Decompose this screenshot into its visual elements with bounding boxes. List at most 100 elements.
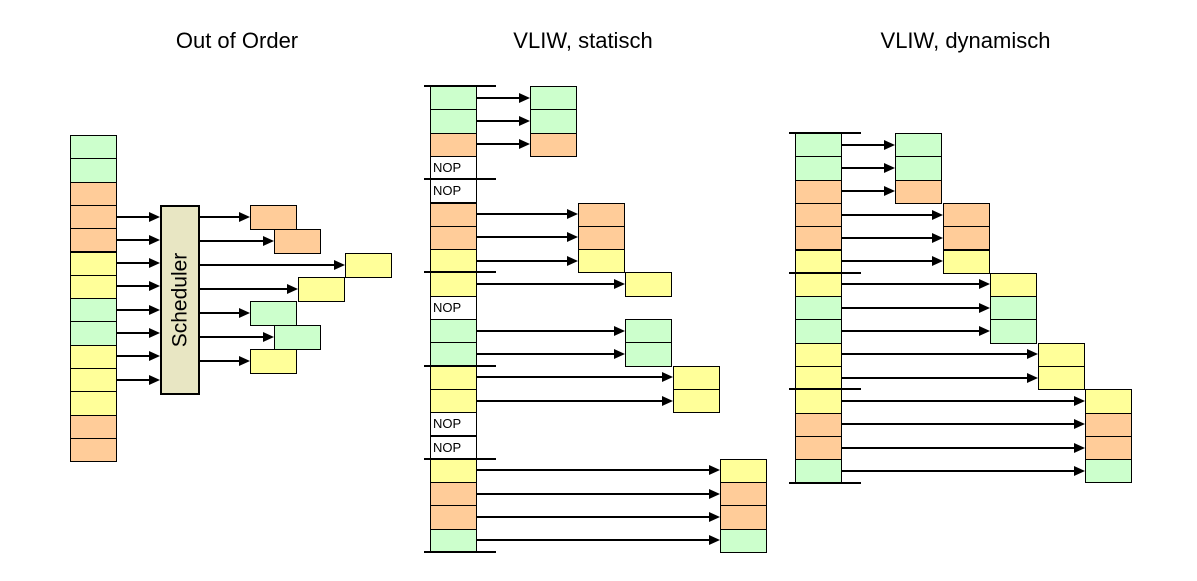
instruction-green-box xyxy=(70,135,117,160)
dispatch-arrow-head xyxy=(149,258,160,269)
issue-arrow xyxy=(842,260,933,263)
bundle-separator-line xyxy=(424,271,496,274)
executed-yellow-box xyxy=(1037,366,1085,391)
issue-arrow-head xyxy=(1026,372,1038,383)
instruction-yellow-box xyxy=(430,249,477,274)
issue-arrow xyxy=(200,312,240,314)
executed-green-box xyxy=(530,109,577,134)
issue-arrow xyxy=(842,213,933,216)
nop-slot: NOP xyxy=(430,412,477,437)
instruction-yellow-box xyxy=(430,365,477,390)
bundle-separator-line xyxy=(424,85,496,87)
executed-orange-box xyxy=(895,179,942,204)
issue-arrow-head xyxy=(566,209,578,220)
instruction-green-box xyxy=(430,109,477,134)
executed-green-box xyxy=(1085,459,1132,484)
dispatch-arrow xyxy=(117,285,150,288)
issue-arrow xyxy=(477,399,663,402)
bundle-separator-line xyxy=(424,364,496,367)
group-separator-line xyxy=(789,388,861,391)
issue-arrow xyxy=(842,236,933,239)
issue-arrow-head xyxy=(1074,395,1085,406)
scheduler-label: Scheduler xyxy=(168,252,191,348)
title-vliw-dynamic: VLIW, dynamisch xyxy=(880,28,1051,53)
executed-orange-box xyxy=(530,132,577,157)
issue-arrow-head xyxy=(979,326,990,337)
dispatch-arrow xyxy=(117,308,150,311)
dispatch-arrow-head xyxy=(149,234,160,245)
executed-yellow-box xyxy=(672,388,720,414)
dispatch-arrow xyxy=(117,215,150,218)
issue-arrow xyxy=(842,423,1075,426)
issue-arrow xyxy=(842,166,885,169)
executed-green-box xyxy=(895,133,942,158)
executed-yellow-box xyxy=(942,249,990,274)
executed-orange-box xyxy=(942,226,990,251)
instruction-orange-box xyxy=(430,202,477,227)
issue-arrow xyxy=(200,288,288,290)
issue-arrow xyxy=(477,352,615,355)
nop-slot: NOP xyxy=(430,155,477,181)
issue-arrow-head xyxy=(709,465,720,476)
issue-arrow-head xyxy=(262,332,274,342)
title-vliw-static: VLIW, statisch xyxy=(513,28,653,53)
executed-yellow-box xyxy=(250,349,297,374)
executed-orange-box xyxy=(720,482,767,507)
instruction-orange-box xyxy=(795,435,842,461)
issue-arrow-head xyxy=(286,284,298,294)
issue-arrow xyxy=(477,236,568,239)
issue-arrow xyxy=(842,190,885,193)
executed-green-box xyxy=(530,86,577,111)
instruction-yellow-box xyxy=(70,391,117,416)
instruction-green-box xyxy=(795,319,842,344)
instruction-green-box xyxy=(795,296,842,321)
instruction-orange-box xyxy=(430,482,477,507)
executed-green-box xyxy=(720,528,767,553)
executed-orange-box xyxy=(942,202,990,228)
issue-arrow xyxy=(200,264,335,266)
issue-arrow xyxy=(200,336,264,338)
executed-green-box xyxy=(250,301,297,326)
executed-green-box xyxy=(273,325,321,350)
issue-arrow xyxy=(842,353,1028,356)
group-separator-line xyxy=(789,271,861,274)
instruction-orange-box xyxy=(70,181,117,206)
issue-arrow xyxy=(200,240,264,242)
issue-arrow xyxy=(200,216,240,218)
executed-green-box xyxy=(895,156,942,181)
issue-arrow-head xyxy=(239,212,250,222)
executed-green-box xyxy=(625,319,672,344)
executed-green-box xyxy=(625,342,672,367)
instruction-orange-box xyxy=(70,414,117,439)
instruction-yellow-box xyxy=(70,368,117,393)
instruction-orange-box xyxy=(795,202,842,228)
instruction-green-box xyxy=(70,321,117,346)
issue-arrow-head xyxy=(979,279,990,290)
instruction-green-box xyxy=(795,156,842,181)
dispatch-arrow-head xyxy=(149,351,160,362)
instruction-orange-box xyxy=(795,179,842,204)
issue-arrow-head xyxy=(931,256,943,267)
nop-slot: NOP xyxy=(430,295,477,320)
instruction-green-box xyxy=(430,342,477,367)
issue-arrow-head xyxy=(519,115,530,126)
dispatch-arrow xyxy=(117,332,150,335)
issue-arrow-head xyxy=(979,302,990,313)
instruction-orange-box xyxy=(795,226,842,251)
issue-arrow xyxy=(477,376,663,379)
issue-arrow xyxy=(477,516,710,519)
issue-arrow xyxy=(477,119,520,122)
issue-arrow xyxy=(477,213,568,216)
instruction-green-box xyxy=(430,86,477,111)
executed-orange-box xyxy=(1085,412,1132,437)
issue-arrow-head xyxy=(334,260,345,270)
issue-arrow-head xyxy=(262,236,274,246)
instruction-orange-box xyxy=(70,228,117,253)
instruction-yellow-box xyxy=(795,249,842,274)
issue-arrow-head xyxy=(239,356,250,366)
instruction-orange-box xyxy=(430,132,477,157)
nop-slot: NOP xyxy=(430,179,477,204)
executed-yellow-box xyxy=(1037,342,1085,367)
instruction-orange-box xyxy=(795,412,842,437)
executed-orange-box xyxy=(720,505,767,530)
